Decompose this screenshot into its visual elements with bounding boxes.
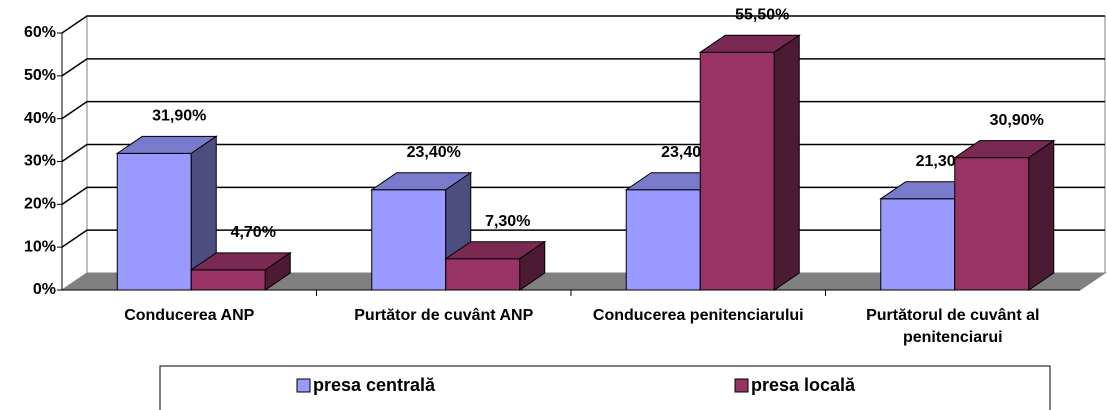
bar-front [371, 189, 447, 291]
y-tick-label: 20% [24, 196, 56, 213]
bar-front [190, 269, 266, 291]
bar-side [1028, 139, 1055, 291]
x-tick-label: Conducerea ANP [124, 307, 255, 324]
value-label: 7,30% [485, 213, 530, 230]
y-tick-label: 60% [24, 24, 56, 41]
value-label: 23,40% [407, 144, 461, 161]
bar-front [954, 157, 1030, 291]
y-tick-label: 10% [24, 238, 56, 255]
bar-front [699, 51, 775, 291]
x-tick-label: Conducerea penitenciarului [592, 307, 804, 324]
bar-side [264, 251, 291, 291]
bar-front [445, 258, 521, 291]
bar-front [625, 189, 701, 291]
legend-box [159, 365, 1051, 410]
x-tick-label: Purtătorul de cuvânt al penitenciarui [866, 307, 1040, 346]
value-label: 55,50% [735, 6, 789, 23]
value-label: 31,90% [152, 108, 206, 125]
grid-line [61, 15, 1105, 34]
legend-label: presa locală [751, 375, 856, 395]
bar-side [519, 240, 546, 291]
legend-swatch [734, 378, 749, 393]
bar-front [880, 198, 956, 291]
legend-label: presa centrală [313, 375, 436, 395]
y-tick-label: 0% [33, 281, 56, 298]
y-tick-label: 30% [24, 153, 56, 170]
y-tick-label: 50% [24, 67, 56, 84]
x-tick-label: Purtător de cuvânt ANP [354, 307, 534, 324]
value-label: 4,70% [231, 224, 276, 241]
bar-front [116, 152, 192, 291]
y-tick-label: 40% [24, 110, 56, 127]
value-label: 30,90% [990, 112, 1044, 129]
legend-swatch [296, 378, 311, 393]
bar-side [773, 34, 800, 291]
